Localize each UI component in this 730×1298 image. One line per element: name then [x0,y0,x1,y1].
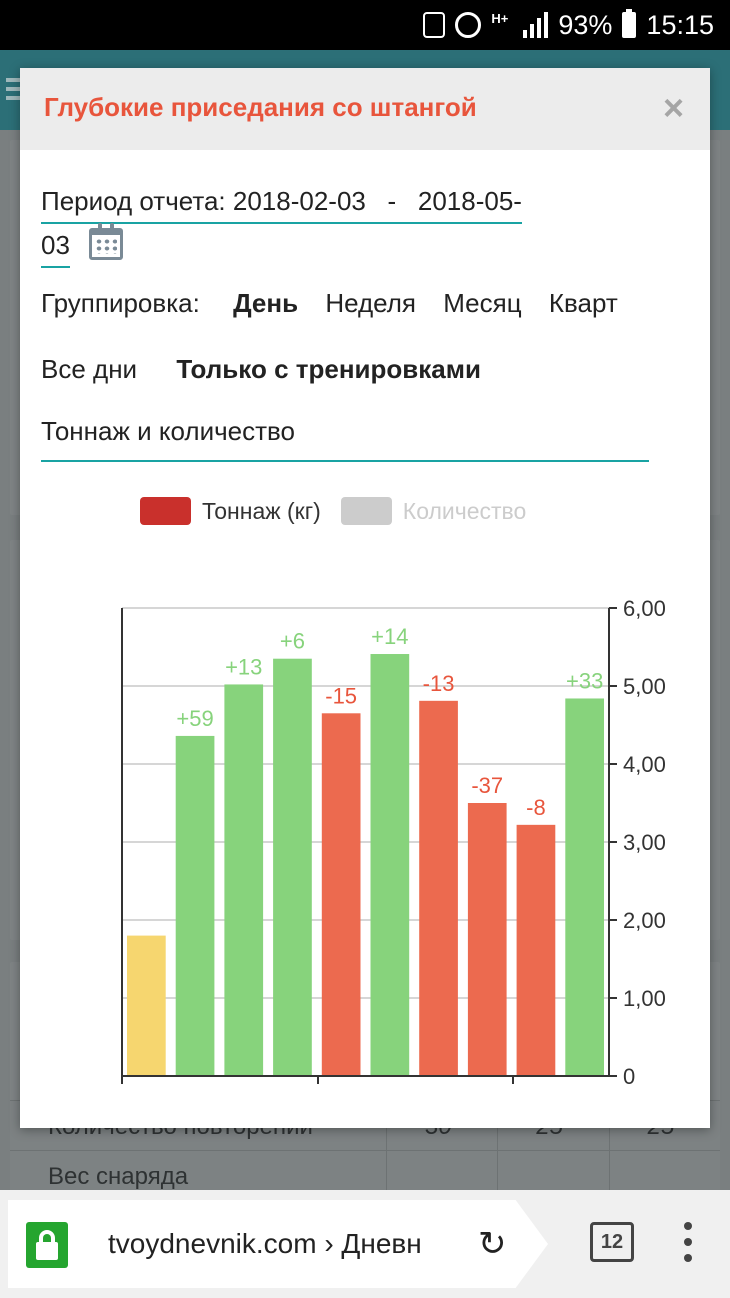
bar-label: +33 [566,668,603,693]
bar-label: -13 [423,671,455,696]
legend-swatch-tonnage [140,497,191,525]
days-option-all[interactable]: Все дни [41,354,138,384]
reload-icon[interactable]: ↻ [478,1225,507,1263]
network-type-icon: H+ [491,11,509,26]
bar [175,735,215,1076]
grouping-selector: Группировка: День Неделя Месяц Кварт [41,288,638,319]
days-filter: Все дни Только с тренировками [41,354,513,385]
y-tick-label: 5,00 [623,674,666,699]
bar [224,684,264,1076]
period-range-end[interactable]: 03 [41,224,70,268]
y-tick-label: 0 [623,1064,635,1089]
modal-title: Глубокие приседания со штангой [44,92,477,122]
bar-label: -37 [471,773,503,798]
address-bar[interactable]: tvoydnevnik.com › Дневн ↻ [8,1200,548,1288]
bar [321,713,361,1076]
bar [516,824,556,1076]
chart-axes [121,607,617,1084]
y-tick-label: 2,00 [623,908,666,933]
tabs-button[interactable]: 12 [590,1222,634,1262]
bar-label: +59 [176,706,213,731]
period-label: Период отчета: [41,186,226,216]
bar-label: +14 [371,624,408,649]
period-field[interactable]: Период отчета: 2018-02-03 - 2018-05- [41,180,522,224]
y-tick-label: 6,00 [623,596,666,621]
bar-label: +13 [225,654,262,679]
bar-label: +6 [280,629,305,654]
browser-toolbar: tvoydnevnik.com › Дневн ↻ 12 [0,1190,730,1298]
legend-item-tonnage[interactable]: Тоннаж (кг) [140,497,321,525]
bar [370,654,410,1076]
modal-header: Глубокие приседания со штангой × [20,68,710,150]
grouping-option-quarter[interactable]: Кварт [548,288,618,318]
bar [273,658,312,1076]
y-tick-label: 3,00 [623,830,666,855]
status-bar: H+ 93% 15:15 [0,0,730,50]
legend-label-tonnage: Тоннаж (кг) [202,497,321,524]
alarm-icon [455,12,482,38]
legend-swatch-count [340,497,392,525]
chart-y-tick-labels: 0 1,00 2,00 3,00 4,00 5,00 6,00 [623,596,666,1089]
days-option-workouts[interactable]: Только с тренировками [176,354,481,384]
signal-icon [523,12,549,38]
period-range: 2018-02-03 - 2018-05- [232,186,522,216]
chart-bars [127,654,604,1076]
close-icon[interactable]: × [662,87,684,128]
bar [419,700,458,1076]
recycle-notification-icon [423,12,446,38]
y-tick-label: 4,00 [623,752,666,777]
grouping-option-month[interactable]: Месяц [443,288,522,318]
lock-icon[interactable] [26,1222,68,1268]
table-row: Вес снаряда [10,1150,720,1201]
calendar-icon[interactable] [89,223,123,260]
url-text[interactable]: tvoydnevnik.com › Дневн [108,1228,422,1259]
metric-select[interactable]: Тоннаж и количество [41,416,649,462]
grouping-option-day[interactable]: День [233,288,299,318]
bar-label: -8 [526,795,546,820]
bar [565,698,604,1076]
bar-label: -15 [325,683,357,708]
legend-label-count: Количество [402,497,527,524]
grouping-option-week[interactable]: Неделя [325,288,416,318]
grouping-label: Группировка: [41,288,200,318]
battery-icon [622,9,637,38]
bar [467,803,507,1076]
battery-percent: 93% [558,9,613,40]
menu-icon [6,78,26,102]
legend-item-count[interactable]: Количество [340,497,527,525]
more-menu-icon[interactable] [684,1222,692,1266]
chart-bar-labels: +59 +13 +6 -15 +14 -13 -37 -8 +33 [176,624,603,820]
y-tick-label: 1,00 [623,986,666,1011]
chart-legend: Тоннаж (кг) Количество [140,496,546,526]
bar [127,935,166,1076]
clock: 15:15 [646,9,714,40]
